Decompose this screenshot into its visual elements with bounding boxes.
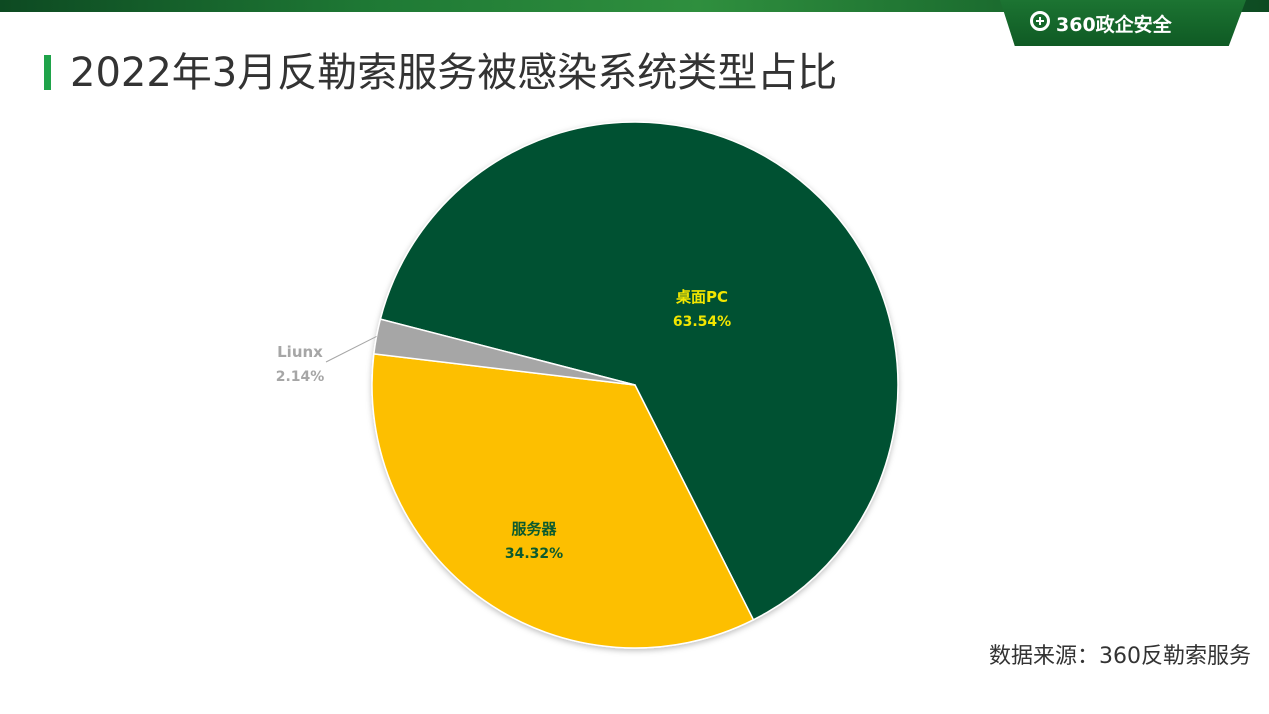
title-accent-bar [44, 55, 51, 90]
page-title: 2022年3月反勒索服务被感染系统类型占比 [70, 50, 838, 96]
slice-value-1: 34.32% [505, 546, 563, 562]
data-source-note: 数据来源：360反勒索服务 [989, 644, 1251, 669]
plus-circle-icon [1030, 11, 1050, 31]
pie-slice-0 [379, 121, 899, 621]
slice-value-2: 2.14% [276, 369, 325, 385]
slice-label-2: Liunx [277, 343, 323, 361]
slice-label-0: 桌面PC [675, 288, 728, 306]
slice-value-0: 63.54% [673, 314, 731, 330]
brand-logo: 360政企安全 [1000, 0, 1246, 46]
logo-text: 360政企安全 [1056, 14, 1172, 36]
pie-slice-1 [371, 353, 755, 649]
leader-line-2 [325, 335, 377, 363]
slice-label-1: 服务器 [511, 520, 557, 538]
top-banner [0, 0, 1269, 12]
